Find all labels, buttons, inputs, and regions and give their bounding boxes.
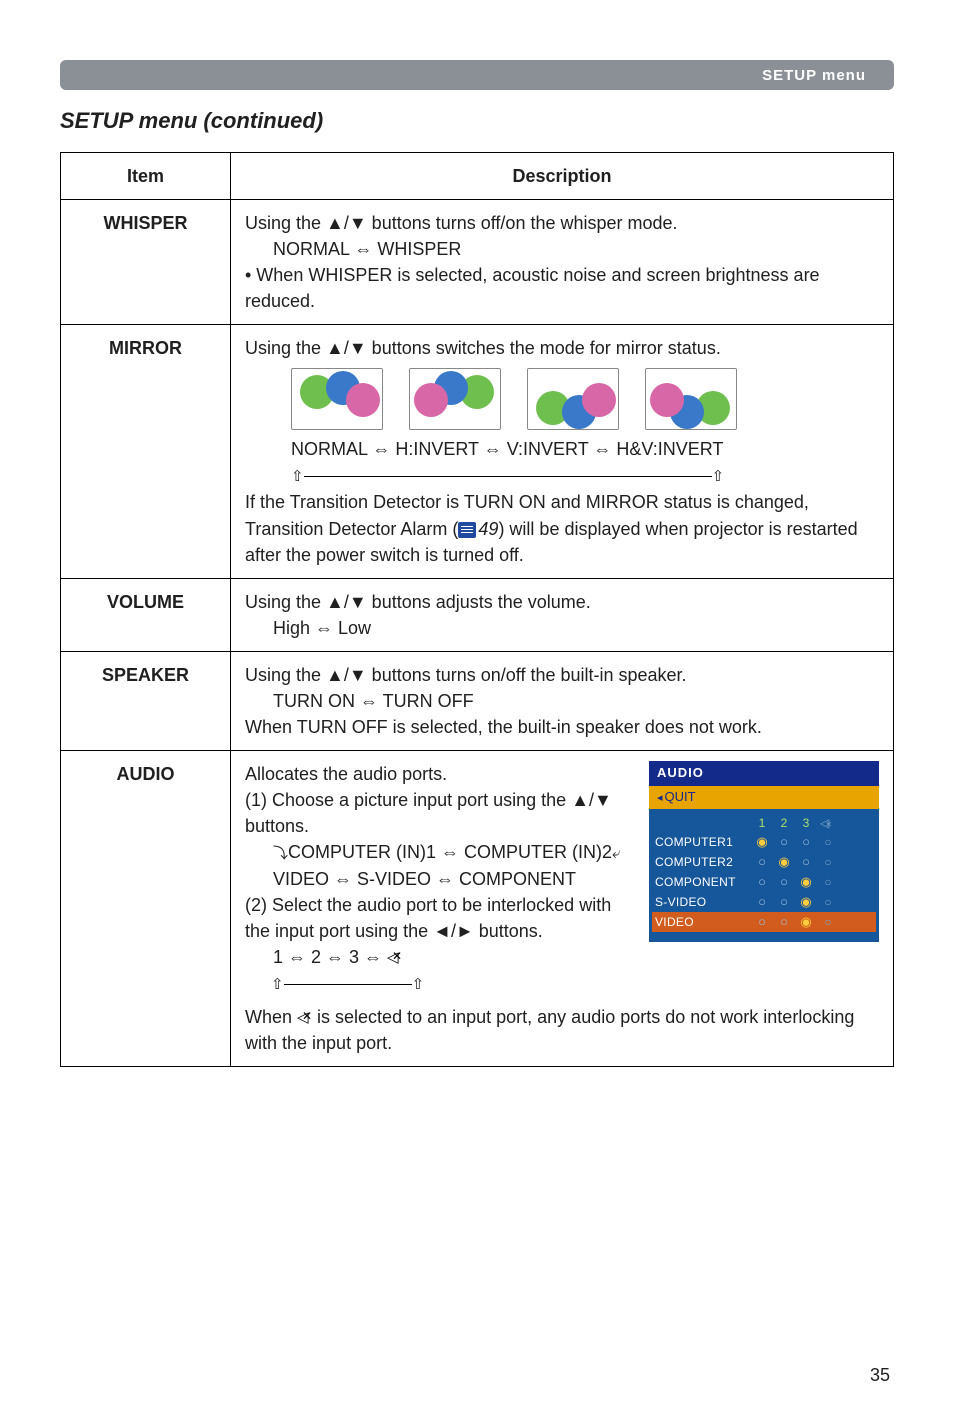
mirror-note: If the Transition Detector is TURN ON an… — [245, 492, 858, 564]
col-head-item: Item — [61, 153, 231, 200]
audio-ports-a: ⤵COMPUTER (IN)1 ⇔ COMPUTER (IN)2⤶ — [245, 839, 635, 865]
audio-mute-radio[interactable]: ○ — [817, 914, 839, 931]
audio-col-3: ◁✕ — [817, 815, 839, 832]
item-mirror: MIRROR — [61, 325, 231, 578]
item-whisper: WHISPER — [61, 200, 231, 325]
mirror-swatches — [291, 368, 879, 430]
audio-dialog: AUDIO QUIT 123◁✕ COMPUTER1◉○○○COMPUTER2○… — [649, 761, 879, 942]
header-stripe: SETUP menu — [60, 60, 894, 90]
audio-row-label: COMPONENT — [655, 874, 751, 891]
audio-radio[interactable]: ○ — [773, 873, 795, 892]
audio-row-s-video[interactable]: S-VIDEO○○◉○ — [655, 892, 873, 912]
item-audio: AUDIO — [61, 751, 231, 1067]
row-audio: AUDIO Allocates the audio ports. (1) Cho… — [61, 751, 894, 1067]
audio-mute-radio[interactable]: ○ — [817, 894, 839, 911]
whisper-line2: NORMAL ⇔ WHISPER — [245, 236, 879, 262]
mirror-swatch-hvinvert — [645, 368, 737, 430]
mute-icon — [297, 1010, 312, 1024]
audio-radio[interactable]: ○ — [751, 873, 773, 892]
audio-row-label: COMPUTER1 — [655, 834, 751, 851]
audio-radio[interactable]: ◉ — [795, 893, 817, 912]
volume-line2: High ⇔ Low — [245, 615, 879, 641]
mirror-arrow-rule: ⇧⇧ — [291, 466, 879, 488]
row-speaker: SPEAKER Using the ▲/▼ buttons turns on/o… — [61, 651, 894, 750]
audio-row-computer2[interactable]: COMPUTER2○◉○○ — [655, 852, 873, 872]
audio-seq: 1 ⇔ 2 ⇔ 3 ⇔ — [245, 944, 635, 970]
volume-line1: Using the ▲/▼ buttons adjusts the volume… — [245, 592, 591, 612]
item-volume: VOLUME — [61, 578, 231, 651]
audio-radio[interactable]: ○ — [795, 853, 817, 872]
mirror-swatch-vinvert — [527, 368, 619, 430]
audio-dialog-quit[interactable]: QUIT — [649, 786, 879, 809]
audio-radio[interactable]: ◉ — [795, 873, 817, 892]
item-speaker: SPEAKER — [61, 651, 231, 750]
whisper-line3: • When WHISPER is selected, acoustic noi… — [245, 265, 820, 311]
mirror-modes: NORMAL ⇔ H:INVERT ⇔ V:INVERT ⇔ H&V:INVER… — [245, 436, 879, 462]
audio-row-label: VIDEO — [655, 914, 751, 931]
header-stripe-label: SETUP menu — [762, 67, 866, 84]
audio-radio[interactable]: ○ — [773, 913, 795, 932]
audio-radio[interactable]: ◉ — [773, 853, 795, 872]
mirror-swatch-normal — [291, 368, 383, 430]
audio-line1: Allocates the audio ports. — [245, 764, 447, 784]
audio-mute-radio[interactable]: ○ — [817, 874, 839, 891]
audio-row-video[interactable]: VIDEO○○◉○ — [652, 912, 876, 932]
audio-radio[interactable]: ○ — [751, 893, 773, 912]
page-number: 35 — [870, 1365, 890, 1386]
speaker-line3: When TURN OFF is selected, the built-in … — [245, 717, 762, 737]
manual-page-icon — [458, 522, 476, 538]
desc-whisper: Using the ▲/▼ buttons turns off/on the w… — [231, 200, 894, 325]
audio-col-0: 1 — [751, 815, 773, 832]
audio-step2: (2) Select the audio port to be interloc… — [245, 895, 611, 941]
audio-row-label: S-VIDEO — [655, 894, 751, 911]
setup-table: Item Description WHISPER Using the ▲/▼ b… — [60, 152, 894, 1067]
audio-col-1: 2 — [773, 815, 795, 832]
desc-speaker: Using the ▲/▼ buttons turns on/off the b… — [231, 651, 894, 750]
audio-dialog-body: 123◁✕ COMPUTER1◉○○○COMPUTER2○◉○○COMPONEN… — [649, 809, 879, 942]
audio-radio[interactable]: ◉ — [795, 913, 817, 932]
audio-row-label: COMPUTER2 — [655, 854, 751, 871]
audio-radio[interactable]: ○ — [751, 853, 773, 872]
audio-radio[interactable]: ○ — [773, 833, 795, 852]
audio-ports-b: VIDEO ⇔ S-VIDEO ⇔ COMPONENT — [245, 866, 635, 892]
audio-arrow-rule: ⇧⇧ — [271, 974, 635, 996]
speaker-line1: Using the ▲/▼ buttons turns on/off the b… — [245, 665, 687, 685]
audio-step1: (1) Choose a picture input port using th… — [245, 790, 612, 836]
audio-radio[interactable]: ○ — [795, 833, 817, 852]
desc-audio: Allocates the audio ports. (1) Choose a … — [231, 751, 894, 1067]
row-volume: VOLUME Using the ▲/▼ buttons adjusts the… — [61, 578, 894, 651]
audio-mute-radio[interactable]: ○ — [817, 834, 839, 851]
audio-dialog-title: AUDIO — [649, 761, 879, 786]
section-title: SETUP menu (continued) — [60, 108, 954, 134]
mirror-line1: Using the ▲/▼ buttons switches the mode … — [245, 338, 721, 358]
audio-radio[interactable]: ◉ — [751, 833, 773, 852]
desc-volume: Using the ▲/▼ buttons adjusts the volume… — [231, 578, 894, 651]
col-head-description: Description — [231, 153, 894, 200]
desc-mirror: Using the ▲/▼ buttons switches the mode … — [231, 325, 894, 578]
mute-icon — [387, 950, 402, 964]
audio-col-2: 3 — [795, 815, 817, 832]
whisper-line1: Using the ▲/▼ buttons turns off/on the w… — [245, 213, 678, 233]
row-whisper: WHISPER Using the ▲/▼ buttons turns off/… — [61, 200, 894, 325]
audio-note: When is selected to an input port, any a… — [245, 1007, 854, 1053]
audio-radio[interactable]: ○ — [751, 913, 773, 932]
audio-row-computer1[interactable]: COMPUTER1◉○○○ — [655, 832, 873, 852]
audio-mute-radio[interactable]: ○ — [817, 854, 839, 871]
audio-radio[interactable]: ○ — [773, 893, 795, 912]
speaker-line2: TURN ON ⇔ TURN OFF — [245, 688, 879, 714]
audio-row-component[interactable]: COMPONENT○○◉○ — [655, 872, 873, 892]
mirror-swatch-hinvert — [409, 368, 501, 430]
audio-dialog-cols: 123◁✕ — [655, 815, 873, 832]
row-mirror: MIRROR Using the ▲/▼ buttons switches th… — [61, 325, 894, 578]
